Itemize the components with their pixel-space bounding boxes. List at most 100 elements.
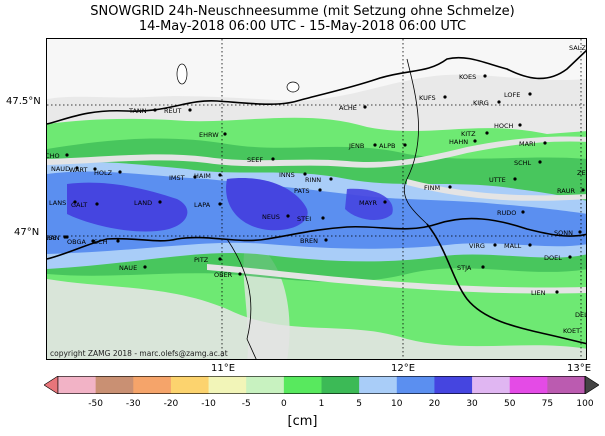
lat-label-47: 47°N <box>14 227 40 238</box>
border-italy <box>47 217 586 260</box>
colorbar-tick-label: -5 <box>241 399 251 409</box>
station-dot <box>286 214 290 218</box>
map-title-line-1: SNOWGRID 24h-Neuschneesumme (mit Setzung… <box>90 4 515 19</box>
snow-map: copyright ZAMG 2018 - marc.olefs@zamg.ac… <box>46 38 587 360</box>
station-label: INNS <box>279 171 295 179</box>
station-dot <box>93 167 97 171</box>
inn-valley <box>47 136 586 168</box>
station-label: NASS <box>47 234 57 242</box>
station-dot <box>363 105 367 109</box>
colorbar-tick-label: -20 <box>163 399 179 409</box>
station-dot <box>518 123 522 127</box>
colorbar-arrow-low <box>44 376 59 394</box>
colorbar-arrow-high <box>584 376 599 394</box>
station-label: LOFE <box>504 91 520 99</box>
station-dot <box>555 290 559 294</box>
colorbar-segment <box>396 376 435 394</box>
lat-label-47-5: 47.5°N <box>6 96 41 107</box>
station-label: ISCH <box>92 238 108 246</box>
colorbar-segment <box>170 376 210 394</box>
lon-label-12: 12°E <box>391 363 416 374</box>
station-dot <box>568 255 572 259</box>
colorbar-segment <box>208 376 247 394</box>
station-dot <box>116 239 120 243</box>
station-label: KIRG <box>473 99 489 107</box>
lake-achensee <box>286 81 300 93</box>
station-markers: SALZ KOES KUFS KIRG LOFE TANN REUT ACHE EHRW JENB… <box>47 44 587 335</box>
borders <box>47 49 586 345</box>
colorbar-segment <box>95 376 134 394</box>
colorbar-tick-label: 100 <box>576 399 594 409</box>
station-label: FINM <box>424 184 440 192</box>
station-dot <box>238 272 242 276</box>
colorbar-tick-label: 0 <box>280 399 287 409</box>
colorbar-tick-label: 20 <box>428 399 441 409</box>
station-label: LAPA <box>194 201 211 209</box>
station-label: ACHE <box>339 104 357 112</box>
station-label: TANN <box>128 107 147 115</box>
copyright-text: copyright ZAMG 2018 - marc.olefs@zamg.ac… <box>50 349 228 358</box>
colorbar-segment <box>283 376 322 394</box>
station-dot <box>118 170 122 174</box>
station-label: NAUE <box>119 264 137 272</box>
station-label: MARI <box>519 140 536 148</box>
station-dot <box>223 132 227 136</box>
state-borders <box>226 58 428 359</box>
station-label: PITZ <box>194 256 209 264</box>
station-dot <box>321 216 325 220</box>
station-label: HOCH <box>494 122 514 130</box>
station-label: KOET <box>563 327 580 335</box>
station-dot <box>303 172 307 176</box>
station-dot <box>324 238 328 242</box>
station-label: SCHL <box>514 159 532 167</box>
station-label: GALT <box>71 201 87 209</box>
station-label: HOLZ <box>94 169 113 177</box>
station-dot <box>493 243 497 247</box>
station-label: KUFS <box>419 94 436 102</box>
station-dot <box>218 173 222 177</box>
colorbar-segment <box>58 376 97 394</box>
station-dot <box>403 143 407 147</box>
station-label: LANS <box>49 199 66 207</box>
station-label: JENB <box>348 142 364 150</box>
station-dot <box>373 143 377 147</box>
station-label: STEI <box>297 215 311 223</box>
border-germany <box>47 49 586 125</box>
colorbar-segment <box>509 376 548 394</box>
station-label: SCHO <box>47 152 60 160</box>
station-label: NAUD <box>51 165 70 173</box>
station-dot <box>521 210 525 214</box>
station-dot <box>218 257 222 261</box>
station-label: EHRW <box>199 131 219 139</box>
station-dot <box>95 202 99 206</box>
station-dot <box>271 157 275 161</box>
station-label: ALPB <box>379 142 395 150</box>
snow-core-zillertal <box>345 188 393 221</box>
station-label: KITZ <box>461 130 476 138</box>
colorbar-tick-label: -10 <box>201 399 216 409</box>
station-label: RAUR <box>557 187 575 195</box>
station-dot <box>485 131 489 135</box>
drau-valley <box>207 264 586 294</box>
station-label: LIEN <box>531 289 546 297</box>
station-dot <box>329 177 333 181</box>
station-label: DELL <box>575 311 587 319</box>
border-salzburg <box>404 58 428 225</box>
colorbar-segment <box>434 376 473 394</box>
station-dot <box>483 74 487 78</box>
station-label: HAIM <box>194 172 211 180</box>
station-label: HAHN <box>449 138 468 146</box>
station-dot <box>91 239 95 243</box>
colorbar-unit: [cm] <box>287 414 318 429</box>
salzach-valley <box>407 179 586 201</box>
colorbar-segment <box>246 376 285 394</box>
lon-label-13: 13°E <box>567 363 592 374</box>
snow-map-graphic: copyright ZAMG 2018 - marc.olefs@zamg.ac… <box>47 39 587 359</box>
station-label: LAND <box>134 199 152 207</box>
colorbar-tick-label: -30 <box>125 399 141 409</box>
colorbar-tick-label: 75 <box>541 399 554 409</box>
station-dot <box>473 139 477 143</box>
station-label: PATS <box>294 187 310 195</box>
station-label: WART <box>69 166 88 174</box>
station-label: RUDO <box>497 209 516 217</box>
